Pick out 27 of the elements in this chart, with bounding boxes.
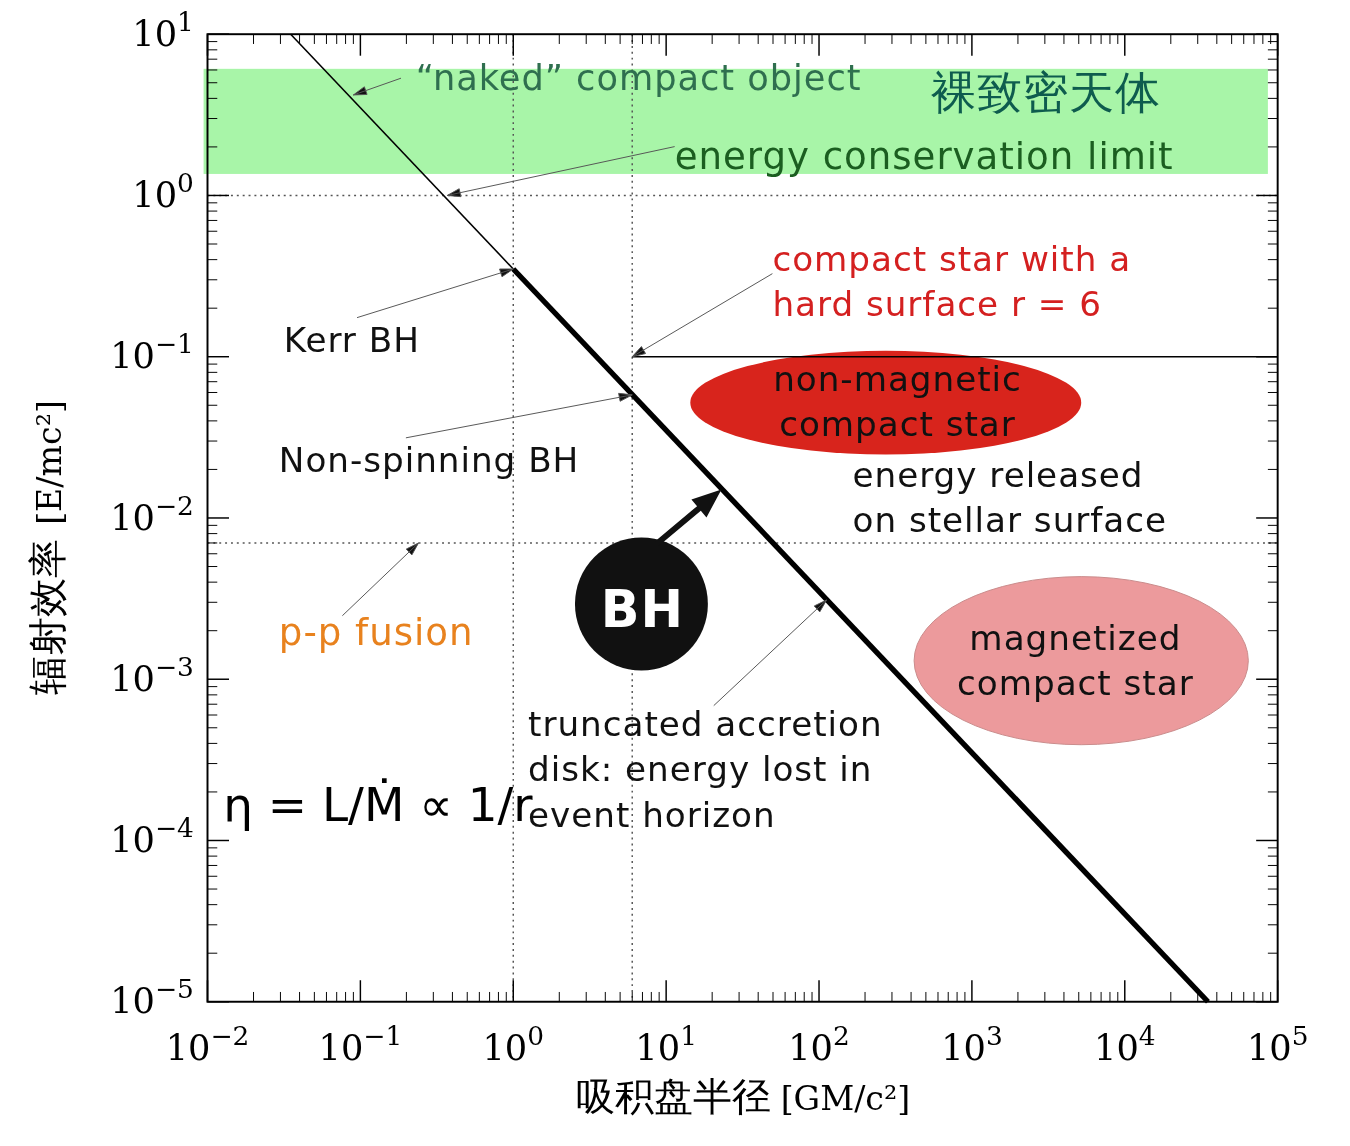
y-tick-label: 10$^{0}$ [132,168,194,216]
x-tick-label: 10$^{2}$ [788,1021,850,1069]
annotation: magnetized compact star [957,617,1194,704]
x-tick-label: 10$^{5}$ [1246,1021,1309,1069]
y-tick-label: 10$^{−3}$ [110,651,194,699]
annotation: BH [600,580,685,640]
annotation: p-p fusion [278,611,474,655]
x-tick-label: 10$^{1}$ [635,1021,697,1069]
annotation: “naked” compact object [415,56,862,98]
x-axis-title: 吸积盘半径 [GM/c²] [575,1074,911,1120]
annotation: compact star with a hard surface r = 6 [772,238,1132,325]
annotation: energy released on stellar surface [852,454,1168,541]
x-tick-label: 10$^{0}$ [482,1021,545,1069]
y-tick-label: 10$^{−2}$ [110,490,194,538]
annotation: 裸致密天体 [930,65,1161,119]
y-tick-label: 10$^{−4}$ [110,813,194,861]
annotation: energy conservation limit [674,135,1174,179]
y-tick-label: 10$^{−1}$ [110,329,194,377]
x-tick-label: 10$^{4}$ [1094,1021,1156,1069]
y-tick-label: 10$^{1}$ [132,6,194,54]
x-tick-label: 10$^{3}$ [941,1021,1003,1069]
x-tick-label: 10$^{−1}$ [318,1021,403,1069]
annotation: Kerr BH [283,319,420,360]
x-tick-label: 10$^{−2}$ [165,1021,250,1069]
annotation: Non-spinning BH [278,440,580,481]
y-axis-title: 辐射效率 [E/mc²] [24,400,70,695]
y-tick-label: 10$^{−5}$ [110,974,194,1022]
